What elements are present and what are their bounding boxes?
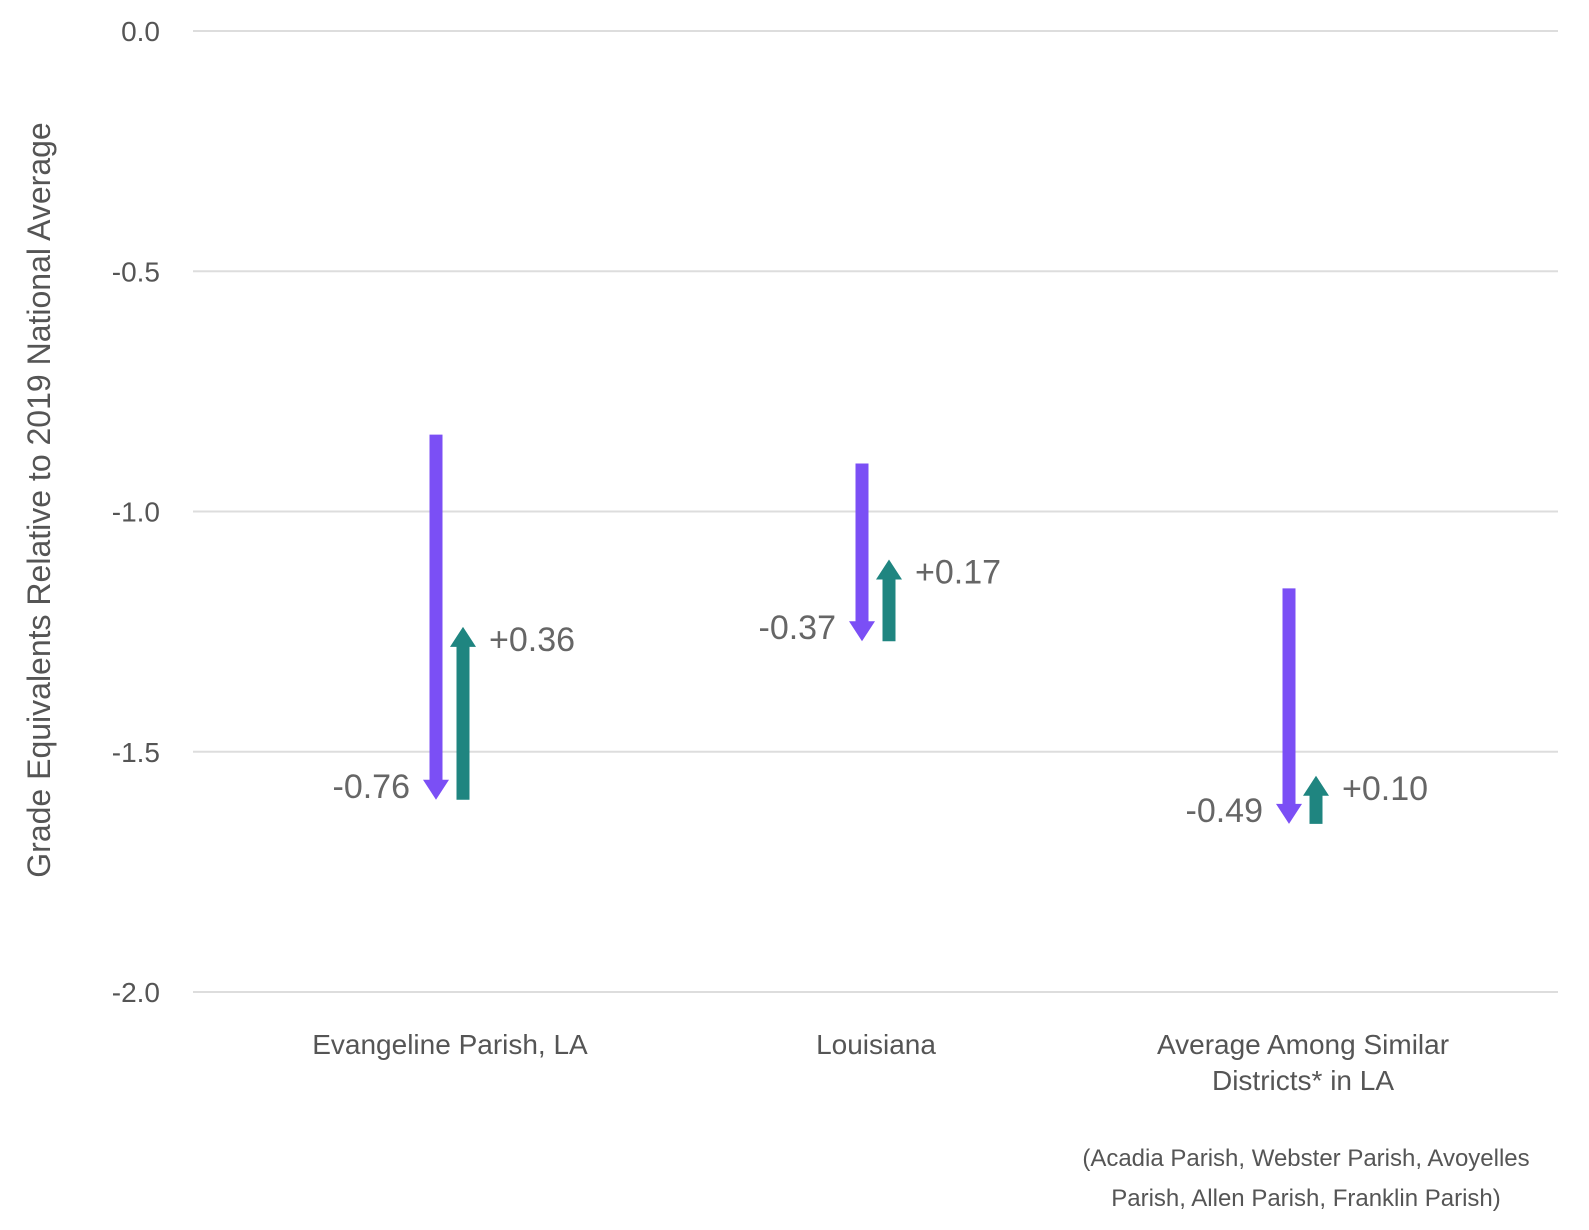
y-tick-label: -0.5: [112, 256, 160, 287]
recovery-label: +0.36: [489, 621, 575, 659]
footnote: (Acadia Parish, Webster Parish, Avoyelle…: [1082, 1145, 1529, 1212]
recovery-label: +0.10: [1342, 770, 1428, 808]
y-axis-label: Grade Equivalents Relative to 2019 Natio…: [21, 122, 57, 877]
category-label: Districts* in LA: [1212, 1065, 1394, 1096]
decline-arrow: [423, 434, 449, 800]
decline-label: -0.76: [333, 768, 411, 806]
gridlines: [193, 30, 1558, 993]
footnote-line: (Acadia Parish, Webster Parish, Avoyelle…: [1082, 1145, 1529, 1172]
y-tick-label: -2.0: [112, 977, 160, 1008]
recovery-label: +0.17: [915, 554, 1001, 592]
arrow-marks: -0.76 +0.36 -0.37 +0.17 -0.49 +0.10: [333, 434, 1428, 830]
recovery-arrow: [1303, 775, 1329, 824]
decline-label: -0.49: [1186, 792, 1264, 830]
y-tick-label: -1.5: [112, 737, 160, 768]
category-label: Evangeline Parish, LA: [312, 1029, 588, 1060]
x-axis-categories: Evangeline Parish, LA Louisiana Average Am…: [312, 1029, 1449, 1096]
y-tick-label: 0.0: [121, 16, 160, 47]
category-label: Average Among Similar: [1157, 1029, 1449, 1060]
decline-arrow: [849, 463, 875, 642]
y-tick-label: -1.0: [112, 497, 160, 528]
category-label: Louisiana: [816, 1029, 936, 1060]
footnote-line: Parish, Allen Parish, Franklin Parish): [1111, 1185, 1500, 1212]
decline-arrow: [1276, 588, 1302, 824]
decline-label: -0.37: [759, 609, 837, 647]
recovery-arrow: [450, 626, 476, 800]
y-axis-ticks: 0.0 -0.5 -1.0 -1.5 -2.0: [112, 16, 160, 1008]
recovery-arrow: [876, 559, 902, 642]
